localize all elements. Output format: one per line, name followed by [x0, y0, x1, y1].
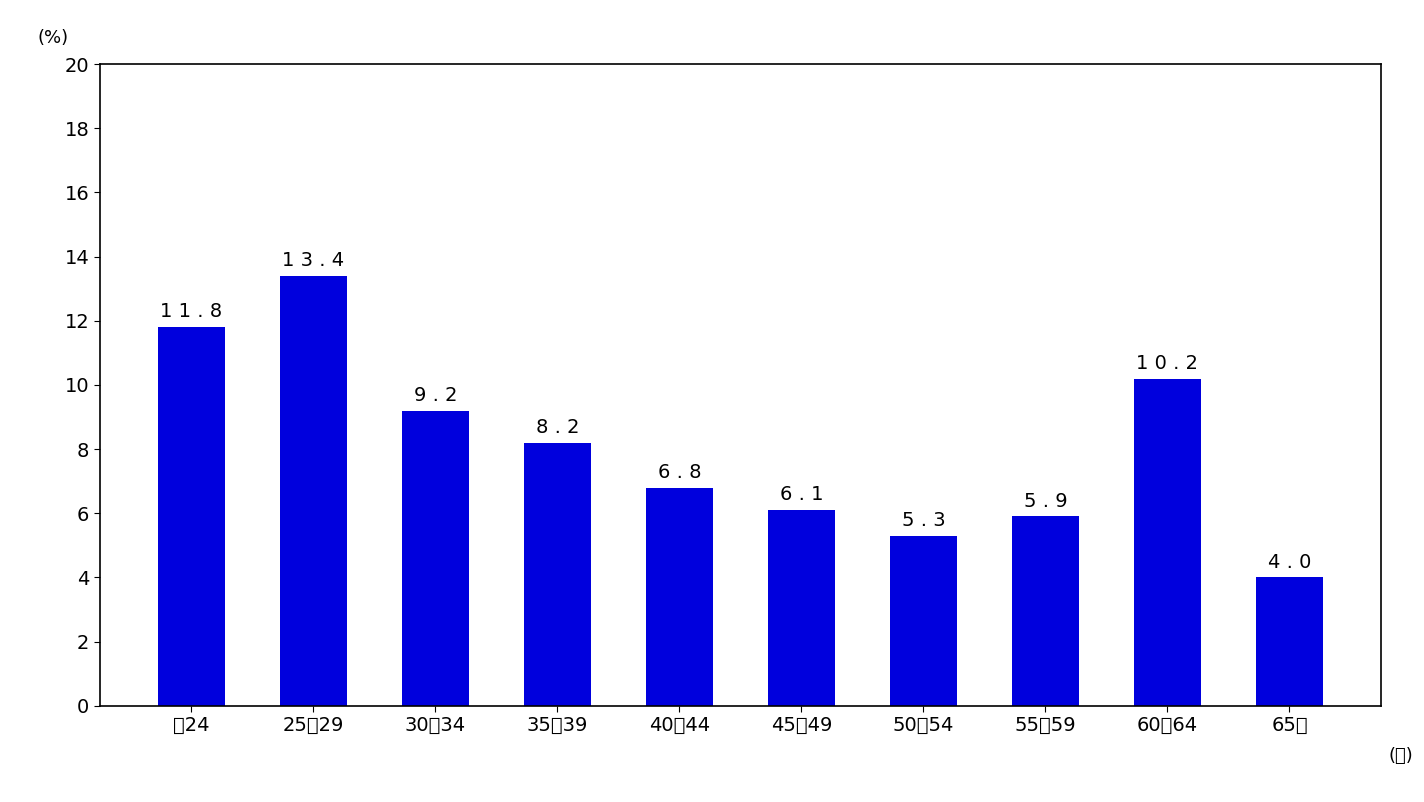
Bar	[1134, 379, 1200, 706]
Text: 6 . 8: 6 . 8	[658, 463, 701, 482]
Bar	[281, 276, 347, 706]
Text: 9 . 2: 9 . 2	[414, 386, 457, 405]
Bar	[1256, 577, 1323, 706]
Bar	[524, 443, 591, 706]
Bar	[158, 327, 225, 706]
Text: 6 . 1: 6 . 1	[780, 485, 823, 504]
Text: 5 . 3: 5 . 3	[901, 511, 946, 530]
Bar	[402, 411, 468, 706]
Text: 1 1 . 8: 1 1 . 8	[161, 302, 222, 322]
Text: 8 . 2: 8 . 2	[535, 418, 580, 437]
Bar	[646, 488, 713, 706]
Bar	[890, 536, 957, 706]
Text: 5 . 9: 5 . 9	[1024, 492, 1068, 511]
Text: (歳): (歳)	[1388, 747, 1413, 765]
Text: (%): (%)	[37, 30, 68, 47]
Text: 1 3 . 4: 1 3 . 4	[282, 251, 345, 270]
Text: 4 . 0: 4 . 0	[1267, 553, 1312, 572]
Bar	[1012, 516, 1079, 706]
Bar	[768, 510, 834, 706]
Text: 1 0 . 2: 1 0 . 2	[1136, 354, 1199, 373]
